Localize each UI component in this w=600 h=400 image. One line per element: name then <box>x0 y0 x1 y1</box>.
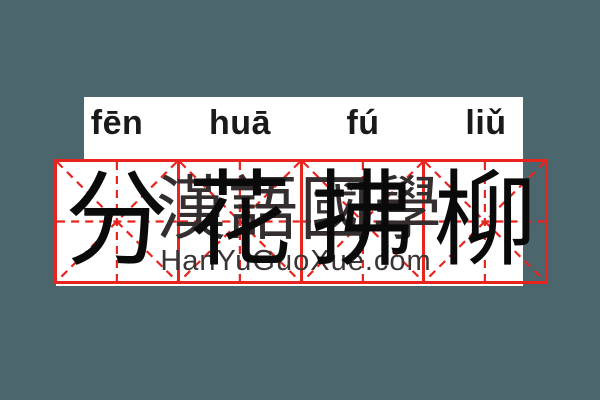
pinyin-syllable-2: huā <box>209 104 271 142</box>
mizige-guide-lines <box>302 162 423 281</box>
mizige-guide-lines <box>57 162 177 281</box>
hanzi-character-2: 花 <box>187 164 292 279</box>
mizige-guide-lines <box>425 162 545 281</box>
grid-cell-1: 分 <box>57 162 180 281</box>
pinyin-syllable-3: fú <box>346 104 380 142</box>
hanzi-character-1: 分 <box>64 164 169 279</box>
character-grid: 分 花 拂 <box>54 159 548 284</box>
mizige-guide-lines <box>179 162 300 281</box>
card-background-upper <box>84 97 523 161</box>
grid-cell-2: 花 <box>179 162 303 281</box>
pinyin-syllable-1: fēn <box>90 104 144 142</box>
hanzi-character-4: 柳 <box>433 164 538 279</box>
hanzi-character-3: 拂 <box>310 164 415 279</box>
grid-cell-4: 柳 <box>425 162 545 281</box>
card-background-lower <box>56 160 523 286</box>
watermark-cjk-text: 漢語國學 <box>156 172 444 249</box>
pinyin-syllable-4: liǔ <box>465 104 507 142</box>
watermark-url-text: HanYuGuoXue.com <box>160 245 432 277</box>
grid-cell-3: 拂 <box>302 162 426 281</box>
